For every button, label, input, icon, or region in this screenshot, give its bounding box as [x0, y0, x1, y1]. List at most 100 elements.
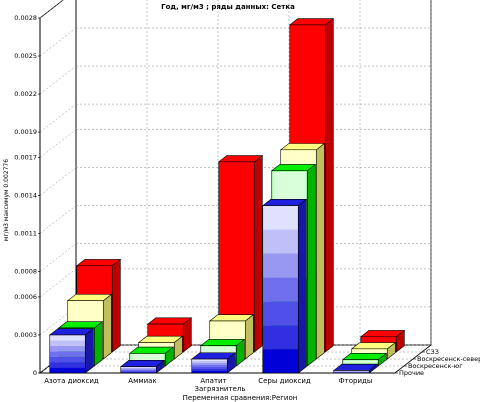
y-tick-label: 0.0022: [14, 90, 37, 98]
y-tick-label: 0.0006: [14, 293, 37, 301]
bar-0-0-side: [84, 328, 94, 374]
bar-0-1-stripe: [120, 369, 157, 371]
bar-0-2: [190, 352, 237, 374]
bar-1-4-highlight: [343, 360, 378, 364]
series-label: Прочие: [399, 369, 424, 377]
bar-3-4-top: [359, 330, 406, 338]
bar-0-0-stripe: [49, 356, 86, 363]
bar-1-3-top: [270, 164, 317, 172]
bar-1-0-side: [93, 321, 103, 367]
y-axis-label: мг/м3 максимум 0.002776: [3, 159, 10, 241]
bar-2-2-side: [244, 314, 254, 360]
bar-0-3-stripe: [262, 205, 299, 230]
category-label: Апатит: [200, 377, 226, 385]
y-tick-label: 0.0025: [14, 52, 37, 60]
bar-3-3-top: [288, 18, 335, 26]
series-axis-label: Переменная сравнения:Регион: [183, 394, 298, 402]
bar-0-0-stripe: [49, 362, 86, 368]
series-label: СЗЗ: [426, 348, 439, 356]
bar-0-0-top: [48, 328, 95, 336]
bar-0-0-stripe: [49, 345, 86, 352]
bar-0-4-front: [333, 370, 370, 374]
gridline-side: [39, 103, 77, 133]
bar-0-1-stripe: [120, 372, 157, 373]
y-tick-label: 0.0008: [14, 268, 37, 276]
gridline-side: [39, 65, 77, 95]
bar-1-1-top: [128, 346, 175, 354]
bar-0-3-stripe: [262, 301, 299, 326]
bar-0-3-stripe: [262, 253, 299, 278]
bar-2-2-highlight: [210, 321, 245, 343]
bars: [48, 17, 406, 374]
x-axis-label: Загрязнитель: [195, 385, 246, 393]
bar-0-1-stripe: [120, 368, 157, 370]
bar-0-2-stripe: [191, 369, 228, 372]
series-label: Воскресенск-юг: [408, 362, 463, 370]
bar-0-3-stripe: [262, 325, 299, 350]
category-label: Аммиак: [128, 377, 156, 385]
bar-3-0-side: [111, 258, 121, 353]
bar-0-3-side: [297, 198, 307, 374]
bar-0-2-top: [190, 352, 237, 360]
y-tick-label: 0: [33, 369, 37, 377]
category-label: Серы диоксид: [258, 377, 311, 385]
bar-2-4-highlight: [352, 349, 387, 355]
bar-3-2-side: [253, 154, 263, 353]
bar-0-2-stripe: [191, 361, 228, 364]
bar-0-0-stripe: [49, 334, 86, 341]
chart-title: Год, мг/м3 ; ряды данных: Сетка: [161, 3, 295, 11]
bar-2-4-top: [350, 342, 397, 350]
bar-1-2-highlight: [201, 346, 236, 358]
y-tick-label: 0.0011: [14, 230, 37, 238]
bar-0-2-stripe: [191, 367, 228, 370]
bar-1-4-top: [341, 353, 388, 360]
category-label: Азота диоксид: [44, 377, 99, 385]
bar-0-1-stripe: [120, 371, 157, 373]
y-tick-label: 0.0017: [14, 153, 37, 161]
bar-1-0-top: [57, 321, 104, 329]
bar-1-2-top: [199, 339, 246, 347]
gridline-side: [39, 129, 77, 158]
bar-0-1-front: [120, 366, 157, 374]
labels: Год, мг/м3 ; ряды данных: Сетка мг/м3 ма…: [3, 3, 480, 402]
bar-0-0: [48, 328, 95, 374]
bar-0-3: [261, 198, 308, 374]
gridline-side: [39, 27, 77, 57]
bar-0-3-top: [261, 199, 308, 206]
bar-2-1-top: [137, 335, 184, 343]
bar-1-4: [341, 352, 388, 367]
bar-0-2-front: [191, 358, 228, 374]
gridline-side: [39, 0, 64, 19]
bar-0-2-stripe: [191, 359, 228, 362]
bar-0-1-stripe: [120, 370, 157, 372]
bar-2-0-top: [66, 294, 113, 301]
y-tick-label: 0.0028: [14, 14, 37, 22]
bar-2-2-top: [208, 314, 255, 322]
bar-1-3-side: [306, 163, 316, 367]
bar-2-3-top: [279, 143, 326, 151]
bar-0-1-top: [119, 360, 166, 367]
bar-0-1: [119, 359, 166, 374]
bar-0-3-stripe: [262, 277, 299, 302]
gridline-side: [39, 268, 77, 298]
bar-0-1-stripe: [120, 366, 157, 368]
gridline-side: [39, 167, 77, 196]
bar-3-3-side: [324, 17, 334, 353]
y-tick-label: 0.0014: [14, 192, 37, 200]
gridline-side: [39, 205, 77, 234]
bar-1-1-highlight: [130, 353, 165, 361]
bar-0-0-front: [49, 334, 86, 374]
bar-0-3-stripe: [262, 349, 299, 373]
bar-3-0-top: [75, 259, 122, 267]
bar-0-2-stripe: [191, 365, 228, 368]
series-label: Воскресенск-север: [417, 355, 480, 363]
bar-0-0-stripe: [49, 340, 86, 346]
bar-0-3-front: [262, 205, 299, 374]
bar-3-1-top: [146, 317, 193, 325]
category-label: Фториды: [339, 377, 373, 385]
bar-0-0-stripe: [49, 367, 86, 373]
bar-0-4: [332, 363, 379, 374]
bar-0-1-stripe: [120, 367, 157, 369]
